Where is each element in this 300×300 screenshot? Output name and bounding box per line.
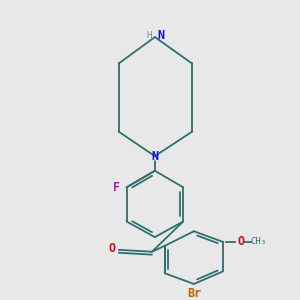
Text: CH₃: CH₃ — [250, 238, 266, 247]
Text: N: N — [158, 28, 165, 42]
Text: O: O — [108, 242, 116, 255]
Text: O: O — [237, 236, 244, 248]
Text: Br: Br — [187, 287, 201, 300]
Text: H: H — [146, 31, 152, 40]
Text: F: F — [113, 181, 120, 194]
Text: N: N — [151, 150, 158, 163]
